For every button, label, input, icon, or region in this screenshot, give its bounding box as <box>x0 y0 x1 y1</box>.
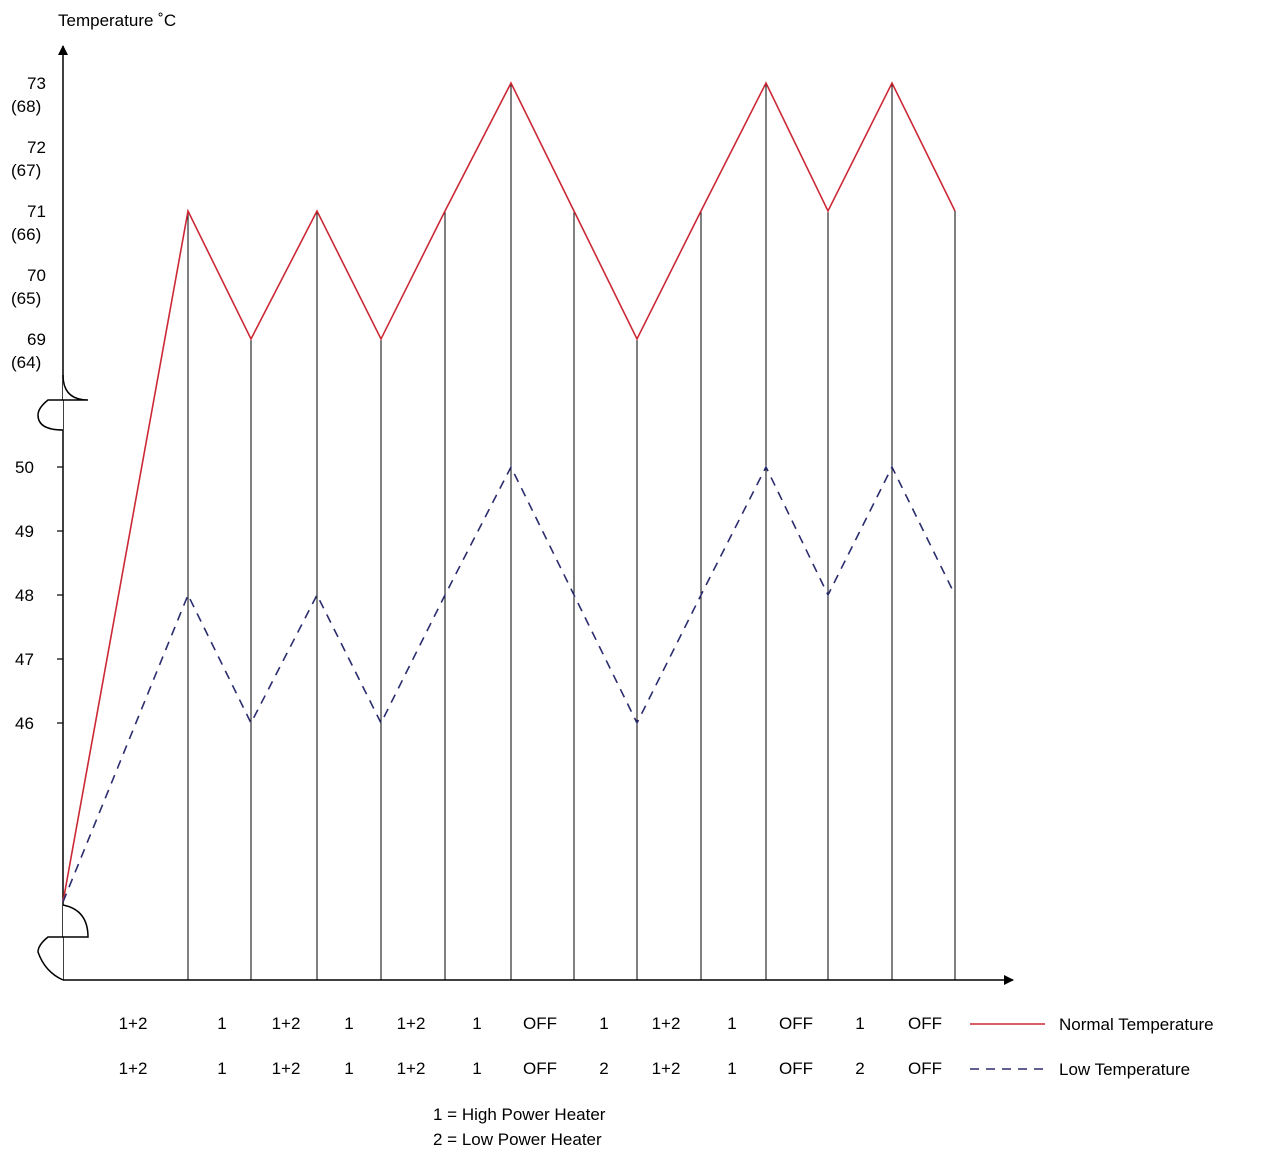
y-tick-label: 49 <box>15 522 34 541</box>
y-tick-label: 71 <box>27 202 46 221</box>
axis-break-upper <box>37 374 89 431</box>
heater-state-normal: OFF <box>779 1014 813 1033</box>
legend-label: Low Temperature <box>1059 1060 1190 1079</box>
heater-state-low: OFF <box>908 1059 942 1078</box>
y-tick-label: 48 <box>15 586 34 605</box>
y-axis-title: Temperature ˚C <box>58 11 176 30</box>
y-tick-label: 47 <box>15 650 34 669</box>
heater-state-normal: OFF <box>523 1014 557 1033</box>
y-tick-label-alt: (64) <box>11 353 41 372</box>
heater-state-normal: 1 <box>855 1014 864 1033</box>
heater-state-low: OFF <box>523 1059 557 1078</box>
key-line: 2 = Low Power Heater <box>433 1130 602 1149</box>
y-tick-label: 70 <box>27 266 46 285</box>
heater-state-normal: 1+2 <box>397 1014 426 1033</box>
y-tick-label: 73 <box>27 74 46 93</box>
heater-state-low: 1+2 <box>652 1059 681 1078</box>
heater-state-low: 1 <box>217 1059 226 1078</box>
heater-state-low: 2 <box>855 1059 864 1078</box>
y-tick-label: 69 <box>27 330 46 349</box>
y-tick-label-alt: (67) <box>11 161 41 180</box>
series-lines <box>62 81 956 903</box>
y-tick-label: 46 <box>15 714 34 733</box>
heater-key: 1 = High Power Heater 2 = Low Power Heate… <box>433 1105 606 1149</box>
heater-state-low: 1 <box>344 1059 353 1078</box>
key-line: 1 = High Power Heater <box>433 1105 606 1124</box>
heater-state-normal: OFF <box>908 1014 942 1033</box>
heater-state-low: 1+2 <box>397 1059 426 1078</box>
legend-label: Normal Temperature <box>1059 1015 1214 1034</box>
heater-state-low: 2 <box>599 1059 608 1078</box>
heater-state-normal: 1+2 <box>652 1014 681 1033</box>
low-temperature-line <box>62 465 956 903</box>
axis-break-lower <box>37 904 89 981</box>
y-tick-label: 72 <box>27 138 46 157</box>
heater-state-normal: 1+2 <box>119 1014 148 1033</box>
heater-state-low: 1+2 <box>272 1059 301 1078</box>
heater-state-normal: 1 <box>217 1014 226 1033</box>
heater-state-low: 1 <box>727 1059 736 1078</box>
y-tick-label-alt: (65) <box>11 289 41 308</box>
heater-state-normal: 1 <box>344 1014 353 1033</box>
y-tick-label-alt: (66) <box>11 225 41 244</box>
heater-state-normal: 1+2 <box>272 1014 301 1033</box>
heater-state-low: 1+2 <box>119 1059 148 1078</box>
heater-state-low: OFF <box>779 1059 813 1078</box>
heater-state-low: 1 <box>472 1059 481 1078</box>
y-tick-labels: 73 (68) 72 (67) 71 (66) 70 (65) 69 (64) 50 49 48 47 46 <box>11 74 63 733</box>
normal-temperature-line <box>62 81 956 903</box>
interval-dividers <box>187 83 956 980</box>
legend: Normal Temperature Low Temperature <box>970 1015 1214 1079</box>
heater-state-normal: 1 <box>599 1014 608 1033</box>
y-tick-label-alt: (68) <box>11 97 41 116</box>
heater-state-normal: 1 <box>727 1014 736 1033</box>
heater-state-rows: 1+2 1 1+2 1 1+2 1 OFF 1 1+2 1 OFF 1 OFF 1+2 1 1+2 1 1+2 1 O… <box>119 1014 942 1078</box>
heater-state-normal: 1 <box>472 1014 481 1033</box>
y-tick-label: 50 <box>15 458 34 477</box>
